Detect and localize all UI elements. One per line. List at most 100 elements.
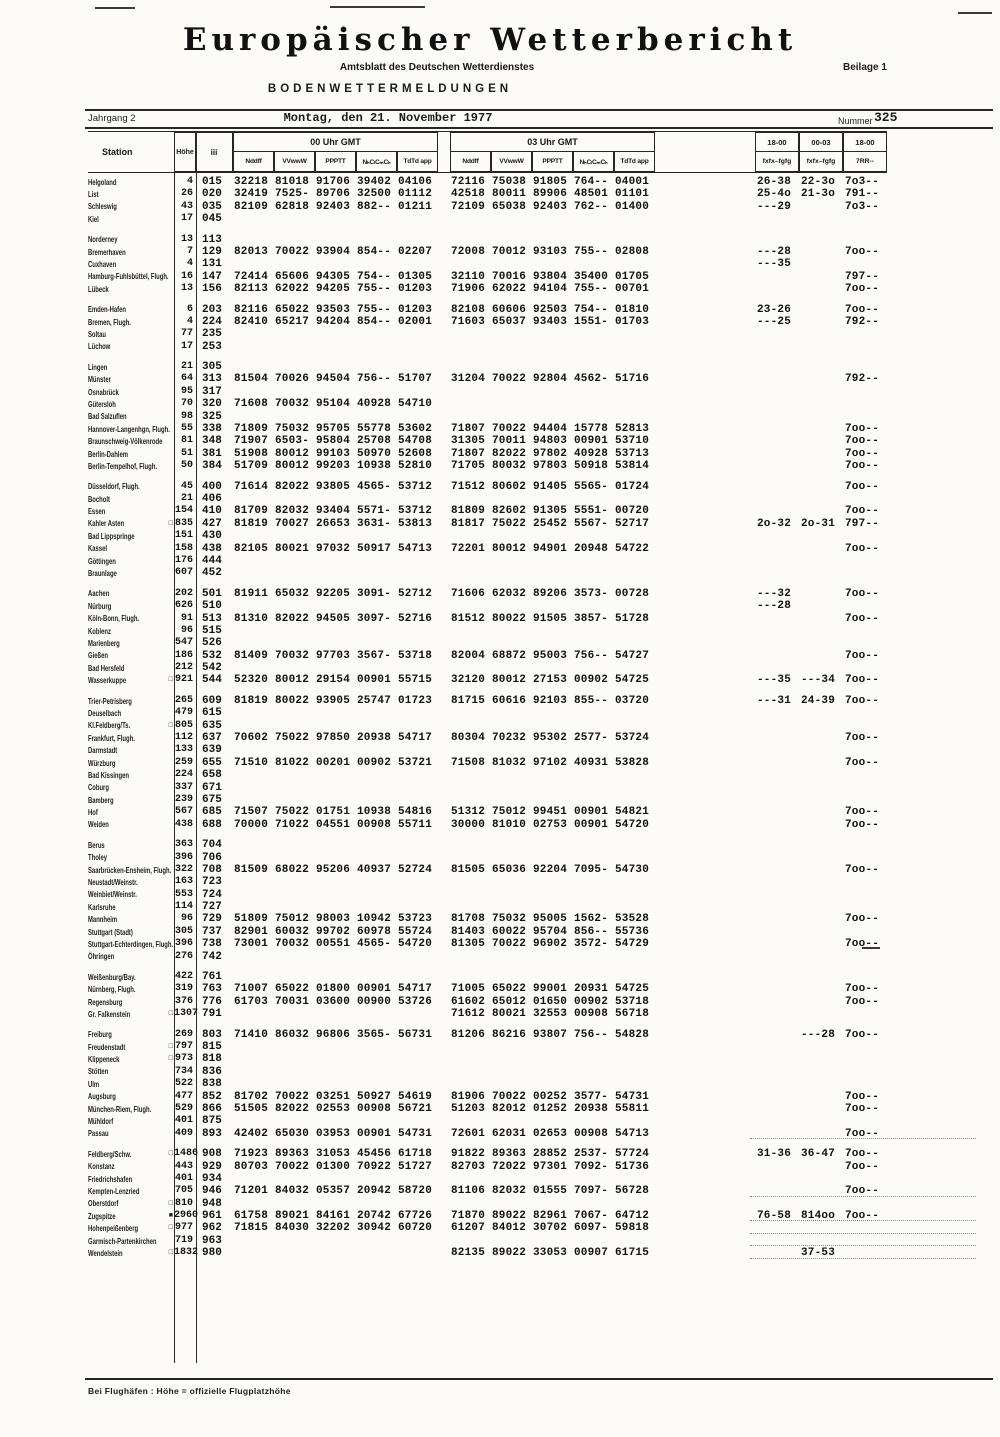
station-elevation: 810 [174,1197,193,1209]
obs-00gmt-group: 52810 [398,460,433,473]
obs-00gmt-group: 00901 [357,674,392,687]
obs-00gmt-group: 61703 [234,995,269,1008]
obs-00gmt-group: 95206 [316,863,351,876]
station-name: Stuttgart (Stadt) [88,927,133,937]
obs-03gmt-group [573,1078,614,1090]
station-name: Nürnberg, Flugh. [88,985,136,995]
wind-precip-value: 7oo-- [845,1210,880,1223]
spacer [655,448,755,460]
spacer [438,258,450,270]
obs-03gmt-group [491,876,532,888]
obs-03gmt-group [614,328,655,340]
obs-00gmt-group: 30942 [357,1222,392,1235]
station-number: 338 [202,423,222,436]
obs-03gmt-group [491,493,532,505]
spacer [655,864,755,876]
obs-03gmt-group [573,662,614,674]
obs-00gmt-group: 93503 [316,303,351,316]
obs-03gmt-group: 764-- [574,176,609,188]
obs-03gmt-group [532,901,573,913]
obs-00gmt-group: 3631- [357,517,392,530]
station-elevation: 522 [174,1078,193,1090]
wind-precip-value: 7oo-- [845,1102,880,1115]
wind-precip-value [843,361,887,373]
subcol-ppptt-00: PPPTT [315,152,356,172]
obs-03gmt-group: 762-- [574,200,609,213]
footer-note: Bei Flughäfen : Höhe = offizielle Flugpl… [88,1386,291,1396]
wind-precip-value [755,1247,799,1259]
obs-00gmt-group [356,720,397,732]
obs-03gmt-group: 01705 [615,270,650,283]
wind-precip-value [799,246,843,258]
spacer [438,176,450,188]
obs-00gmt-group: 25747 [357,694,392,707]
spacer [438,732,450,744]
station-elevation: 133 [174,744,193,756]
obs-03gmt-group [532,567,573,579]
station-number: 655 [202,756,222,769]
station-elevation: 396 [174,938,193,950]
obs-03gmt-group [491,1078,532,1090]
spacer [438,1115,450,1127]
obs-03gmt-group [491,234,532,246]
station-number: 929 [202,1160,222,1173]
spacer [655,600,755,612]
obs-03gmt-group: 82012 [492,1102,527,1115]
obs-03gmt-group [573,213,614,225]
wind-precip-value [755,864,799,876]
obs-03gmt-group: 01555 [533,1185,568,1198]
station-number: 776 [202,995,222,1008]
station-elevation: 337 [174,781,193,793]
subcol-nddff-03: Nddff [450,152,491,172]
obs-00gmt-group [397,839,438,851]
vertical-rule-right [196,131,197,1363]
obs-03gmt-group: 53718 [615,995,650,1008]
wind-precip-value [799,361,843,373]
obs-00gmt-group [356,530,397,542]
obs-00gmt-group [315,839,356,851]
spacer [438,720,450,732]
station-row: Feldberg/Schw. □ 1486 908 71923 89363 31053 454… [88,1148,887,1160]
station-row: Hamburg-Fuhlsbüttel, Flugh. 16 147 72414 656… [88,271,887,283]
station-name-cell: Bad Kissingen [88,769,174,781]
obs-00gmt-group: 32202 [316,1222,351,1235]
obs-03gmt-group: 91305 [533,505,568,518]
open-square-icon: □ [168,1249,173,1257]
spacer [438,448,450,460]
spacer [438,1247,450,1259]
obs-03gmt-group: 89022 [492,1247,527,1260]
station-name-cell: Deuselbach [88,707,174,719]
station-row: Klippeneck □ 973 818 [88,1053,887,1065]
obs-00gmt-group [397,1198,438,1210]
station-name-cell: Wendelstein □ [88,1247,174,1259]
station-name: Oberstdorf [88,1199,119,1209]
station-name-cell: Cuxhaven [88,258,174,270]
obs-03gmt-group: 82961 [533,1210,568,1223]
wind-precip-value [843,530,887,542]
station-name: Lüchow [88,342,111,352]
open-square-icon: □ [168,721,173,729]
obs-00gmt-group [233,1008,274,1020]
station-number: 609 [202,694,222,707]
obs-00gmt-group: 00901 [357,1127,392,1140]
wind-precip-value [755,1066,799,1078]
obs-03gmt-group [532,852,573,864]
obs-03gmt-group: 3577- [574,1090,609,1103]
obs-00gmt-group [356,744,397,756]
wind-precip-value: 7o3-- [845,200,880,213]
obs-00gmt-group: 80012 [275,460,310,473]
obs-03gmt-group: 54725 [615,983,650,996]
station-number: 444 [202,554,222,567]
wind-precip-value [843,258,887,270]
obs-03gmt-group [532,213,573,225]
wind-subheader-fxfg-2: fxfx–fgfg [799,152,843,172]
obs-03gmt-group [450,782,491,794]
obs-00gmt-group: 70000 [234,818,269,831]
obs-03gmt-group [450,493,491,505]
spacer [438,518,450,530]
wind-precip-value: 22-3o [801,176,836,188]
obs-00gmt-group: 39402 [357,176,392,188]
obs-03gmt-group: 70022 [492,1090,527,1103]
spacer [438,283,450,295]
station-number: 962 [202,1222,222,1235]
